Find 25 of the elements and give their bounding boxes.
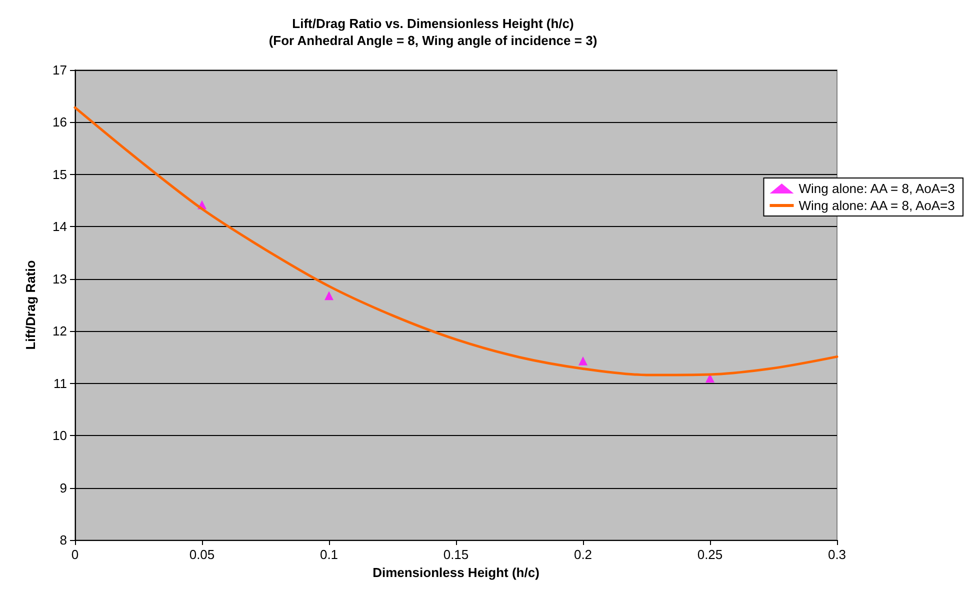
x-tick-label: 0.3 — [828, 547, 846, 562]
y-tick-label: 11 — [54, 376, 67, 391]
legend-label: Wing alone: AA = 8, AoA=3 — [798, 198, 955, 213]
x-tick-label: 0.05 — [189, 547, 215, 562]
x-tick-label: 0.2 — [574, 547, 592, 562]
point — [578, 356, 588, 366]
y-tick-label: 10 — [52, 428, 67, 444]
y-tick-label: 15 — [52, 166, 67, 182]
legend-label: Wing alone: AA = 8, AoA=3 — [798, 181, 955, 196]
y-tick-label: 12 — [52, 324, 67, 339]
y-tick-label: 9 — [60, 480, 67, 496]
x-axis-title: Dimensionless Height (h/c) — [372, 564, 540, 580]
y-tick-label: 14 — [52, 219, 67, 234]
y-axis-title: Lift/Drag Ratio — [23, 260, 38, 350]
y-tick-label: 16 — [52, 114, 67, 130]
chart-title: Lift/Drag Ratio vs. Dimensionless Height (h/c) — [292, 16, 574, 31]
x-tick-label: 0.25 — [697, 547, 723, 562]
x-tick-label: 0 — [71, 547, 79, 562]
x-tick-label: 0.1 — [320, 547, 338, 562]
x-tick-label: 0.15 — [443, 547, 469, 562]
y-tick-label: 13 — [52, 271, 67, 286]
y-tick-label: 8 — [60, 532, 67, 548]
y-tick-label: 17 — [52, 62, 67, 78]
point — [324, 291, 334, 300]
chart-subtitle: (For Anhedral Angle = 8, Wing angle of incidence = 3) — [268, 33, 598, 48]
